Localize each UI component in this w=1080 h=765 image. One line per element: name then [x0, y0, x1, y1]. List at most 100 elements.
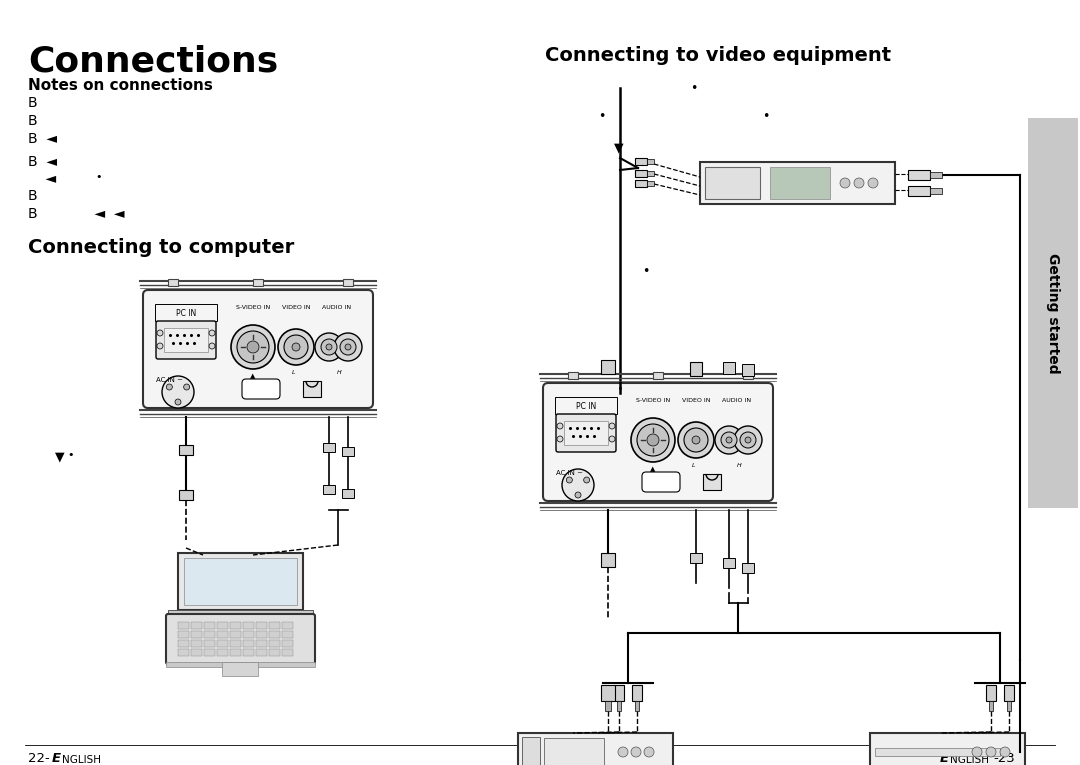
- Bar: [178, 649, 189, 656]
- Circle shape: [986, 747, 996, 757]
- Bar: [222, 662, 258, 676]
- Bar: [269, 640, 280, 647]
- Circle shape: [237, 331, 269, 363]
- Circle shape: [583, 477, 590, 483]
- Bar: [230, 622, 241, 629]
- Bar: [256, 631, 267, 638]
- Bar: [703, 474, 721, 490]
- Bar: [600, 685, 615, 701]
- Circle shape: [157, 343, 163, 349]
- Bar: [191, 640, 202, 647]
- Bar: [908, 186, 930, 196]
- Text: E: E: [940, 752, 949, 765]
- Bar: [568, 372, 578, 379]
- Text: Connections: Connections: [28, 44, 279, 78]
- Bar: [204, 631, 215, 638]
- Text: PC IN: PC IN: [176, 308, 197, 317]
- Bar: [243, 622, 254, 629]
- Bar: [191, 649, 202, 656]
- Text: B: B: [28, 189, 38, 203]
- Circle shape: [726, 437, 732, 443]
- Circle shape: [637, 424, 669, 456]
- Bar: [705, 167, 760, 199]
- Bar: [342, 489, 354, 498]
- Circle shape: [609, 423, 615, 429]
- Bar: [653, 372, 663, 379]
- Circle shape: [840, 178, 850, 188]
- Circle shape: [210, 330, 215, 336]
- Bar: [303, 381, 321, 397]
- FancyBboxPatch shape: [178, 553, 303, 610]
- Bar: [1028, 118, 1078, 508]
- Bar: [256, 622, 267, 629]
- Circle shape: [745, 437, 751, 443]
- Text: AC IN ~: AC IN ~: [556, 470, 583, 476]
- Bar: [243, 640, 254, 647]
- Text: B  ◄: B ◄: [28, 132, 57, 146]
- Bar: [178, 631, 189, 638]
- Text: ▲: ▲: [251, 373, 256, 379]
- Circle shape: [321, 339, 337, 355]
- Bar: [930, 188, 942, 194]
- Bar: [518, 733, 673, 765]
- Bar: [1004, 685, 1014, 701]
- FancyBboxPatch shape: [156, 321, 216, 359]
- Bar: [323, 443, 335, 452]
- Circle shape: [162, 376, 194, 408]
- Circle shape: [184, 384, 190, 390]
- Text: •: •: [762, 110, 769, 123]
- FancyBboxPatch shape: [156, 304, 217, 321]
- Circle shape: [292, 343, 300, 351]
- Bar: [690, 362, 702, 376]
- Bar: [743, 372, 753, 379]
- Bar: [269, 622, 280, 629]
- Circle shape: [157, 330, 163, 336]
- Circle shape: [647, 434, 659, 446]
- Text: -23: -23: [993, 752, 1015, 765]
- Bar: [282, 649, 293, 656]
- Bar: [690, 553, 702, 563]
- Bar: [282, 622, 293, 629]
- Circle shape: [644, 747, 654, 757]
- Circle shape: [175, 399, 181, 405]
- Bar: [217, 649, 228, 656]
- Bar: [230, 631, 241, 638]
- Text: B             ◄  ◄: B ◄ ◄: [28, 207, 124, 221]
- Circle shape: [345, 344, 351, 350]
- Circle shape: [678, 422, 714, 458]
- FancyBboxPatch shape: [164, 328, 208, 352]
- Bar: [256, 649, 267, 656]
- Bar: [243, 649, 254, 656]
- Text: H: H: [337, 370, 341, 375]
- Circle shape: [557, 423, 563, 429]
- Circle shape: [740, 432, 756, 448]
- Bar: [600, 553, 615, 567]
- Bar: [647, 159, 654, 164]
- FancyBboxPatch shape: [555, 397, 617, 414]
- Bar: [605, 701, 611, 711]
- Bar: [230, 640, 241, 647]
- Text: ▲: ▲: [650, 466, 656, 472]
- Bar: [243, 631, 254, 638]
- FancyBboxPatch shape: [143, 290, 373, 408]
- Bar: [615, 685, 624, 701]
- Text: •: •: [642, 265, 649, 278]
- Text: E: E: [52, 752, 60, 765]
- Circle shape: [715, 426, 743, 454]
- Text: VIDEO IN: VIDEO IN: [681, 398, 711, 403]
- Bar: [870, 733, 1025, 765]
- Bar: [986, 685, 996, 701]
- Bar: [544, 738, 604, 765]
- Bar: [282, 640, 293, 647]
- Bar: [204, 640, 215, 647]
- Circle shape: [1000, 747, 1010, 757]
- Text: S-VIDEO IN: S-VIDEO IN: [636, 398, 670, 403]
- Text: B: B: [28, 96, 38, 110]
- Text: B  ◄: B ◄: [28, 155, 57, 169]
- Text: H: H: [737, 463, 741, 468]
- Bar: [191, 631, 202, 638]
- Circle shape: [315, 333, 343, 361]
- Text: 22-: 22-: [28, 752, 50, 765]
- Circle shape: [247, 341, 259, 353]
- Bar: [875, 748, 1000, 756]
